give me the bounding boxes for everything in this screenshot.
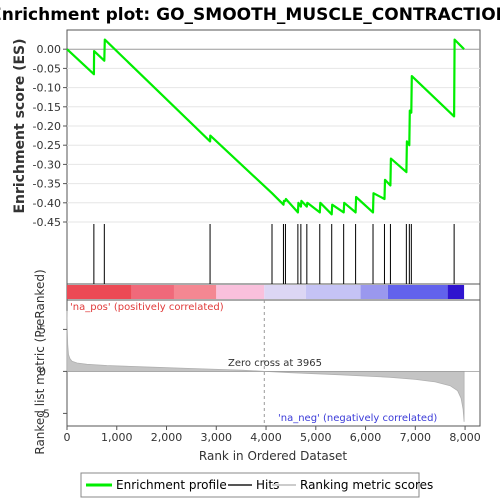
x-tick-label: 3,000 xyxy=(201,431,233,444)
ranked-metric-layer xyxy=(66,300,480,426)
chart-title: Enrichment plot: GO_SMOOTH_MUSCLE_CONTRA… xyxy=(0,5,500,25)
legend-label-enrichment-profile: Enrichment profile xyxy=(116,478,227,492)
es-y-tick-label: -0.10 xyxy=(33,82,61,95)
rank-y-axis-ticks: 5 0 -5 xyxy=(39,323,67,420)
es-y-tick-label: -0.05 xyxy=(33,62,61,75)
hits-panel-frame xyxy=(66,221,481,285)
x-tick-label: 4,000 xyxy=(250,431,282,444)
color-bar-layer xyxy=(67,285,465,299)
zero-cross-label: Zero cross at 3965 xyxy=(228,358,322,369)
hits-layer xyxy=(93,224,455,284)
color-bar-segment xyxy=(447,285,465,299)
es-y-tick-label: -0.25 xyxy=(33,139,61,152)
legend-label-ranking-metric: Ranking metric scores xyxy=(300,478,433,492)
color-bar-segment xyxy=(305,285,361,299)
ranking-metric-area xyxy=(66,310,465,422)
es-y-tick-label: -0.20 xyxy=(33,120,61,133)
x-tick-label: 8,000 xyxy=(449,431,481,444)
color-bar-segment xyxy=(387,285,448,299)
rank-y-tick-label: 5 xyxy=(39,323,46,336)
color-bar-segment xyxy=(216,285,265,299)
x-tick-label: 6,000 xyxy=(350,431,382,444)
color-bar-segment xyxy=(131,285,174,299)
enrichment-profile-line xyxy=(66,38,465,216)
color-bar-segment xyxy=(264,285,306,299)
es-y-axis-ticks: 0.00 -0.05 -0.10 -0.15 -0.20 -0.25 -0.30 -0.35 -… xyxy=(33,43,67,229)
rank-y-tick-label: -5 xyxy=(39,407,50,420)
positive-correlation-label: 'na_pos' (positively correlated) xyxy=(70,302,224,313)
x-tick-label: 5,000 xyxy=(300,431,332,444)
rank-y-axis-label: Ranked list metric (PreRanked) xyxy=(33,269,47,454)
legend-label-hits: Hits xyxy=(256,478,279,492)
negative-correlation-label: 'na_neg' (negatively correlated) xyxy=(278,413,437,424)
x-tick-label: 0 xyxy=(64,431,71,444)
es-y-axis-label: Enrichment score (ES) xyxy=(12,38,28,213)
color-bar-segment xyxy=(173,285,217,299)
x-axis-label: Rank in Ordered Dataset xyxy=(199,449,347,463)
legend: Enrichment profile Hits Ranking metric s… xyxy=(80,472,433,498)
es-y-tick-label: -0.30 xyxy=(33,158,61,171)
es-y-tick-label: -0.40 xyxy=(33,197,61,210)
x-tick-label: 1,000 xyxy=(101,431,133,444)
es-y-tick-label: -0.15 xyxy=(33,101,61,114)
x-tick-label: 2,000 xyxy=(151,431,183,444)
es-y-tick-label: -0.35 xyxy=(33,178,61,191)
x-axis-ticks: 0 1,000 2,000 3,000 4,000 5,000 6,000 7,000 8,00… xyxy=(64,426,481,444)
color-bar-segment xyxy=(360,285,388,299)
color-bar-segment xyxy=(67,285,132,299)
ranked-panel-frame xyxy=(66,299,481,427)
enrichment-profile-layer xyxy=(66,38,465,216)
rank-y-tick-label: 0 xyxy=(39,365,46,378)
x-tick-label: 7,000 xyxy=(400,431,432,444)
es-y-tick-label: -0.45 xyxy=(33,216,61,229)
es-y-tick-label: 0.00 xyxy=(37,43,62,56)
